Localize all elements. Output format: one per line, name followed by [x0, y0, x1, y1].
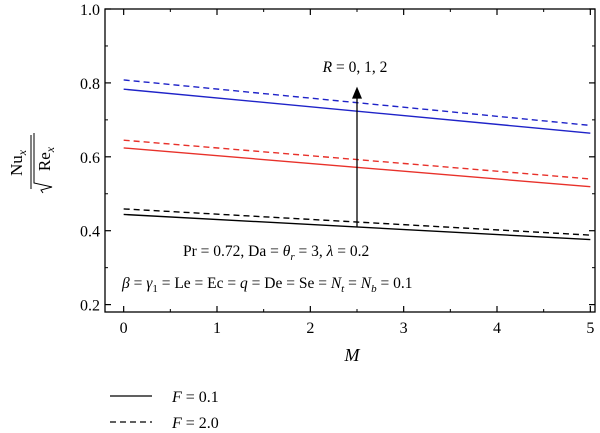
- x-tick-label: 5: [586, 320, 594, 337]
- y-axis-label: Nux Rex: [7, 133, 57, 194]
- params-line-1: Pr = 0.72, Da = θr = 3, λ = 0.2: [183, 243, 369, 263]
- sqrt-symbol: [33, 133, 53, 194]
- tick-labels: 0 1 2 3 4 5 0.2 0.4 0.6 0.8 1.0: [80, 2, 594, 337]
- arrow-head: [352, 86, 362, 99]
- x-tick-label: 1: [213, 320, 221, 337]
- plot-frame: [104, 8, 596, 313]
- x-tick-label: 3: [400, 320, 408, 337]
- axis-ticks: [105, 8, 595, 312]
- arrow-label: R = 0, 1, 2: [322, 59, 388, 76]
- legend: F = 0.1 F = 2.0: [110, 389, 219, 432]
- y-tick-label: 1.0: [80, 2, 100, 19]
- arrow-annotation: [352, 86, 362, 228]
- y-label-numerator: Nu: [7, 155, 26, 176]
- legend-label-2: F = 2.0: [171, 415, 219, 432]
- legend-label-1: F = 0.1: [171, 389, 219, 406]
- y-tick-label: 0.2: [80, 298, 100, 315]
- y-label-denominator-sub: x: [43, 146, 57, 153]
- y-label-denominator: Re: [35, 152, 54, 171]
- y-tick-label: 0.4: [80, 224, 100, 241]
- svg-text:Rex: Rex: [35, 146, 57, 171]
- y-label-numerator-sub: x: [15, 149, 29, 156]
- params-line-2: β = γ1 = Le = Ec = q = De = Se = Nt = Nb…: [121, 275, 412, 295]
- x-tick-label: 2: [306, 320, 314, 337]
- x-tick-label: 0: [120, 320, 128, 337]
- y-tick-label: 0.6: [80, 150, 100, 167]
- y-tick-label: 0.8: [80, 76, 100, 93]
- x-axis-label: M: [344, 345, 361, 365]
- x-tick-label: 4: [493, 320, 501, 337]
- svg-text:Nux: Nux: [7, 149, 29, 176]
